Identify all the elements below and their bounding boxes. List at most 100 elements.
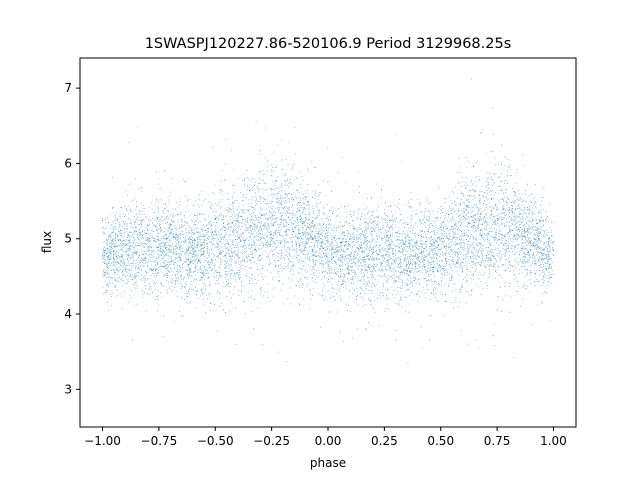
data-point — [400, 299, 402, 300]
data-point — [424, 247, 426, 249]
data-point — [388, 278, 389, 280]
data-point — [503, 264, 505, 266]
data-point — [290, 168, 291, 170]
data-point — [318, 184, 320, 186]
data-point — [135, 226, 136, 228]
data-point — [421, 243, 423, 245]
data-point — [364, 293, 366, 295]
data-point — [415, 210, 417, 212]
data-point — [492, 219, 494, 221]
data-point — [248, 231, 249, 233]
data-point — [505, 224, 507, 226]
data-point — [185, 261, 186, 263]
data-point — [529, 221, 531, 222]
data-point — [179, 247, 181, 248]
data-point — [128, 247, 130, 249]
data-point — [143, 278, 145, 280]
data-point — [225, 179, 227, 181]
data-point — [404, 270, 406, 272]
data-point — [549, 238, 550, 239]
data-point — [529, 211, 530, 213]
data-point — [406, 284, 408, 285]
data-point — [209, 226, 211, 227]
data-point — [518, 231, 520, 232]
data-point — [359, 293, 361, 295]
data-point — [177, 267, 178, 269]
data-point — [378, 225, 380, 227]
data-point — [133, 238, 135, 240]
data-point — [353, 211, 355, 212]
data-point — [506, 196, 508, 198]
data-point — [158, 247, 159, 248]
data-point — [334, 245, 336, 246]
data-point — [416, 242, 418, 244]
data-point — [460, 203, 462, 204]
data-point — [166, 249, 168, 251]
data-point — [337, 284, 339, 286]
data-point — [454, 231, 456, 233]
data-point — [253, 235, 255, 237]
data-point — [506, 222, 508, 223]
data-point — [299, 232, 301, 234]
data-point — [452, 229, 454, 230]
data-point — [312, 237, 314, 239]
data-point — [434, 223, 436, 225]
data-point — [457, 226, 459, 228]
data-point — [474, 194, 475, 196]
data-point — [251, 275, 253, 277]
data-point — [401, 233, 403, 235]
data-point — [397, 281, 399, 282]
data-point — [348, 268, 349, 270]
data-point — [119, 216, 121, 217]
data-point — [154, 269, 156, 270]
data-point — [295, 190, 297, 191]
data-point — [119, 293, 121, 295]
data-point — [402, 248, 404, 250]
data-point — [167, 241, 169, 243]
data-point — [318, 214, 320, 216]
data-point — [371, 215, 372, 217]
data-point — [414, 279, 415, 281]
data-point — [426, 272, 428, 273]
data-point — [367, 258, 369, 259]
data-point — [373, 259, 374, 261]
data-point — [198, 243, 199, 245]
data-point — [219, 298, 221, 300]
data-point — [119, 225, 121, 227]
data-point — [315, 263, 316, 265]
data-point — [310, 221, 312, 223]
data-point — [211, 203, 213, 205]
data-point — [343, 238, 345, 240]
data-point — [550, 248, 551, 250]
data-point — [456, 263, 457, 264]
data-point — [204, 278, 206, 280]
data-point — [354, 255, 356, 257]
data-point — [231, 250, 232, 252]
data-point — [373, 224, 374, 226]
data-point — [306, 247, 307, 249]
data-point — [494, 277, 496, 279]
data-point — [292, 213, 294, 215]
data-point — [444, 274, 445, 276]
data-point — [480, 218, 482, 220]
data-point — [267, 223, 269, 224]
data-point — [196, 231, 197, 233]
data-point — [521, 229, 523, 231]
data-point — [508, 216, 510, 218]
data-point — [529, 242, 531, 243]
data-point — [170, 258, 172, 260]
data-point — [285, 232, 287, 234]
data-point — [303, 250, 304, 252]
data-point — [280, 268, 282, 269]
data-point — [237, 244, 239, 246]
data-point — [322, 241, 324, 243]
data-point — [226, 280, 227, 282]
data-point — [160, 266, 162, 267]
data-point — [122, 251, 124, 252]
data-point — [482, 248, 484, 250]
data-point — [518, 291, 519, 292]
data-point — [410, 207, 412, 209]
data-point — [467, 244, 469, 245]
data-point — [354, 253, 355, 255]
data-point — [423, 248, 424, 249]
